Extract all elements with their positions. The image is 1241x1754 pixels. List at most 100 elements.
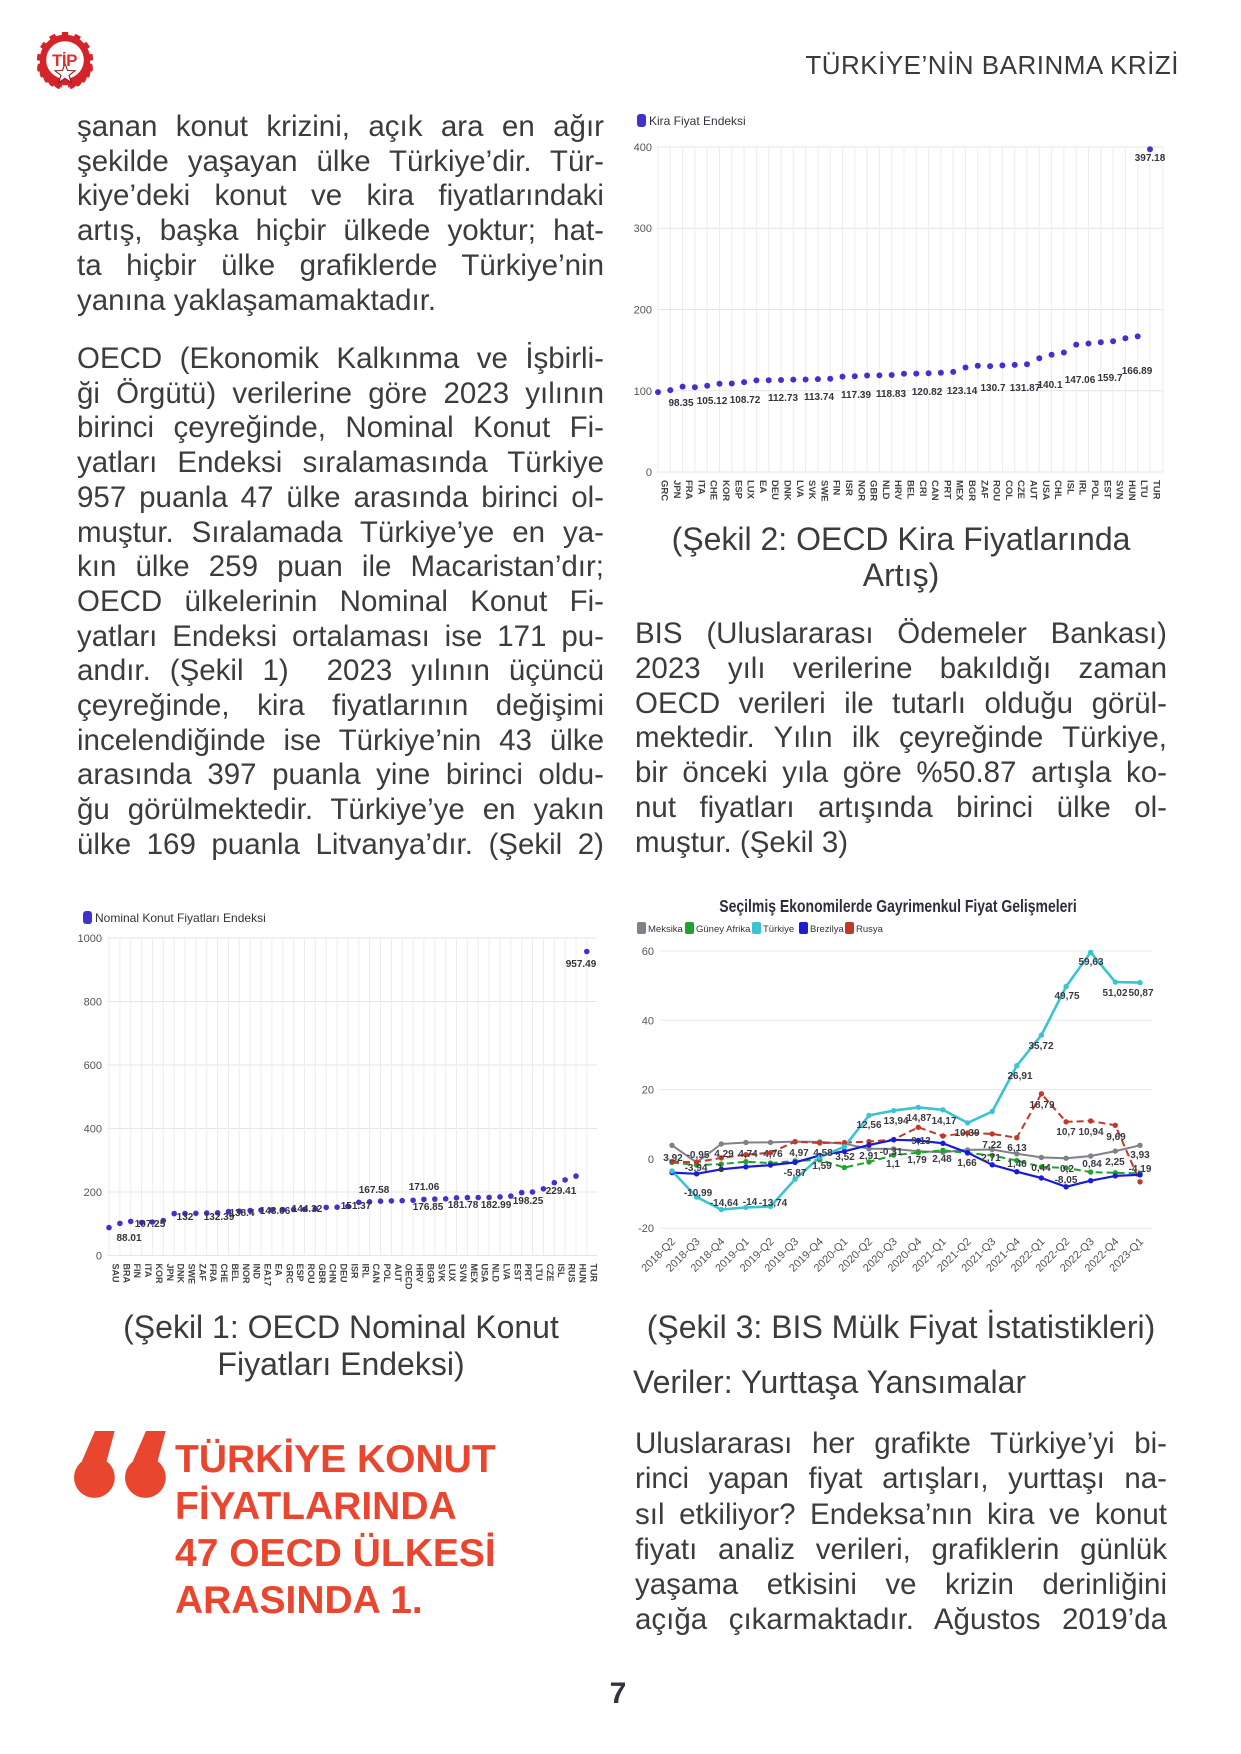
svg-text:IRL: IRL	[360, 1264, 370, 1279]
svg-text:167.58: 167.58	[359, 1185, 390, 1196]
svg-text:0,84: 0,84	[1082, 1159, 1102, 1170]
svg-text:ZAF: ZAF	[978, 480, 989, 499]
svg-text:ROU: ROU	[991, 480, 1002, 501]
svg-text:IRL: IRL	[1077, 480, 1088, 496]
svg-text:198.25: 198.25	[513, 1196, 544, 1207]
svg-text:ITA: ITA	[143, 1264, 153, 1278]
svg-text:BGR: BGR	[425, 1264, 435, 1285]
svg-text:HUN: HUN	[578, 1264, 588, 1284]
svg-text:PRT: PRT	[523, 1264, 533, 1283]
svg-text:SWE: SWE	[187, 1264, 197, 1285]
svg-text:COL: COL	[1003, 480, 1014, 500]
svg-text:FRA: FRA	[208, 1264, 218, 1283]
svg-text:ROU: ROU	[306, 1264, 316, 1284]
svg-text:SVK: SVK	[806, 480, 817, 500]
svg-text:IND: IND	[252, 1264, 262, 1280]
svg-text:-14,64: -14,64	[710, 1198, 739, 1209]
svg-text:151.37: 151.37	[341, 1201, 372, 1212]
svg-text:LUX: LUX	[745, 480, 756, 500]
svg-text:181.78: 181.78	[448, 1200, 479, 1211]
svg-text:BEL: BEL	[905, 480, 916, 499]
svg-text:-20: -20	[638, 1223, 654, 1235]
svg-text:144.32: 144.32	[292, 1204, 323, 1215]
svg-text:159.7: 159.7	[1097, 373, 1122, 384]
svg-text:35,72: 35,72	[1028, 1041, 1053, 1052]
svg-text:10,39: 10,39	[954, 1128, 979, 1139]
svg-text:0: 0	[96, 1251, 102, 1263]
svg-text:4,76: 4,76	[763, 1149, 783, 1160]
svg-text:1,46: 1,46	[1007, 1159, 1027, 1170]
svg-text:NOR: NOR	[241, 1264, 251, 1285]
svg-text:2,91: 2,91	[859, 1151, 879, 1162]
svg-text:USA: USA	[480, 1264, 490, 1284]
svg-text:4,74: 4,74	[738, 1149, 758, 1160]
svg-text:113.74: 113.74	[804, 392, 834, 403]
svg-text:SVN: SVN	[1114, 480, 1125, 500]
svg-text:GBR: GBR	[868, 480, 879, 501]
svg-text:Türkiye: Türkiye	[763, 924, 794, 935]
svg-text:DEU: DEU	[339, 1264, 349, 1283]
svg-text:-4,19: -4,19	[1129, 1164, 1152, 1175]
svg-text:FIN: FIN	[831, 480, 842, 495]
svg-text:CRI: CRI	[917, 480, 928, 496]
svg-text:DNK: DNK	[176, 1264, 186, 1284]
svg-text:Meksika: Meksika	[648, 924, 684, 935]
svg-text:-13,74: -13,74	[759, 1198, 788, 1209]
svg-text:CZE: CZE	[545, 1264, 555, 1282]
svg-text:ESP: ESP	[295, 1264, 305, 1282]
svg-text:300: 300	[634, 223, 652, 235]
svg-text:EA: EA	[757, 480, 768, 493]
svg-text:51,02: 51,02	[1102, 988, 1127, 999]
svg-text:130.7: 130.7	[980, 383, 1005, 394]
svg-text:LVA: LVA	[794, 480, 805, 498]
svg-text:Güney Afrika: Güney Afrika	[696, 924, 751, 935]
svg-text:26,91: 26,91	[1007, 1071, 1032, 1082]
svg-text:MEX: MEX	[469, 1264, 479, 1284]
svg-text:Seçilmiş Ekonomilerde Gayrimen: Seçilmiş Ekonomilerde Gayrimenkul Fiyat …	[719, 898, 1077, 917]
svg-text:10,7: 10,7	[1056, 1127, 1076, 1138]
svg-text:AUT: AUT	[1028, 480, 1039, 500]
svg-text:NOR: NOR	[855, 480, 866, 501]
svg-text:PRT: PRT	[941, 480, 952, 499]
svg-text:POL: POL	[1089, 480, 1100, 500]
svg-text:BGR: BGR	[966, 480, 977, 501]
svg-text:CZE: CZE	[1015, 480, 1026, 499]
svg-text:SAU: SAU	[111, 1264, 121, 1283]
svg-text:EA: EA	[273, 1264, 283, 1277]
svg-text:100: 100	[634, 386, 652, 398]
svg-text:9,13: 9,13	[911, 1136, 931, 1147]
svg-text:FRA: FRA	[683, 480, 694, 500]
svg-text:-0,95: -0,95	[687, 1150, 710, 1161]
svg-text:CHL: CHL	[1052, 480, 1063, 500]
svg-text:0: 0	[648, 1154, 654, 1166]
svg-text:10,94: 10,94	[1078, 1127, 1103, 1138]
svg-text:SWE: SWE	[818, 480, 829, 502]
svg-text:JPN: JPN	[165, 1264, 175, 1282]
svg-text:2,48: 2,48	[932, 1154, 952, 1165]
svg-text:BRA: BRA	[121, 1264, 131, 1284]
svg-text:108.72: 108.72	[730, 395, 761, 406]
svg-text:4,29: 4,29	[714, 1149, 734, 1160]
svg-text:88.01: 88.01	[116, 1233, 141, 1244]
svg-text:ZAF: ZAF	[197, 1264, 207, 1282]
svg-text:ISR: ISR	[349, 1264, 359, 1280]
svg-text:Nominal Konut Fiyatları Endeks: Nominal Konut Fiyatları Endeksi	[95, 911, 266, 925]
svg-text:3,52: 3,52	[835, 1152, 855, 1163]
svg-text:RUS: RUS	[567, 1264, 577, 1283]
svg-text:143.06: 143.06	[260, 1206, 291, 1217]
svg-text:400: 400	[634, 142, 652, 154]
svg-text:13,94: 13,94	[883, 1116, 908, 1127]
svg-text:ESP: ESP	[732, 480, 743, 500]
svg-text:140.1: 140.1	[1037, 380, 1062, 391]
svg-text:2,71: 2,71	[981, 1153, 1001, 1164]
svg-text:TUR: TUR	[588, 1264, 598, 1283]
svg-text:FIN: FIN	[132, 1264, 142, 1279]
svg-text:DNK: DNK	[782, 480, 793, 501]
svg-text:14,87: 14,87	[906, 1113, 931, 1124]
svg-text:1,79: 1,79	[907, 1155, 927, 1166]
svg-text:131.87: 131.87	[1010, 383, 1041, 394]
svg-text:NLD: NLD	[491, 1264, 501, 1283]
svg-text:SVK: SVK	[436, 1264, 446, 1283]
svg-text:118.83: 118.83	[876, 389, 906, 400]
svg-text:Brezilya: Brezilya	[810, 924, 845, 935]
